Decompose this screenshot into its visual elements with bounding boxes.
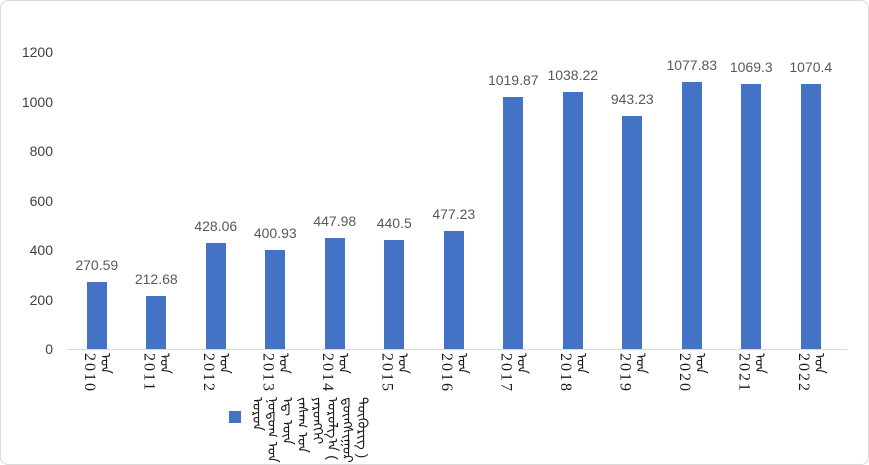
bar-2018 (562, 92, 583, 349)
x-axis-line (67, 349, 847, 350)
x-axis-label: 2019 ᠣᠨ (603, 353, 663, 393)
bar-value-label: 400.93 (253, 224, 297, 241)
category-slot: 447.98 2014 ᠣᠨ (305, 52, 365, 393)
bar-value-label: 270.59 (75, 257, 119, 273)
y-tick-label: 0 (45, 341, 53, 357)
bar-value-label: 1069.3 (729, 59, 773, 76)
x-axis-mongolian-suffix: ᠣᠨ (573, 353, 590, 374)
category-slot: 400.93 2013 ᠣᠨ (246, 52, 306, 393)
x-axis-year-label: 2021 (735, 353, 753, 393)
y-tick-label: 1200 (21, 44, 53, 60)
x-axis-year-label: 2012 (199, 353, 217, 393)
x-axis-label: 2020 ᠣᠨ (662, 353, 722, 393)
bar-2022 (800, 84, 821, 349)
category-slot: 440.5 2015 ᠣᠨ (365, 52, 425, 393)
bar-value-label: 477.23 (432, 205, 476, 222)
category-slot: 428.06 2012 ᠣᠨ (186, 52, 246, 393)
bar-value-label: 212.68 (134, 271, 178, 288)
y-tick-label: 200 (29, 291, 53, 308)
category-slot: 943.23 2019 ᠣᠨ (603, 52, 663, 393)
x-axis-mongolian-suffix: ᠣᠨ (633, 353, 650, 374)
x-axis-mongolian-suffix: ᠣᠨ (97, 353, 114, 374)
legend: ᠣᠷᠣᠨ ᠨᠤᠲᠤᠭ ᠤᠨ ᠡᠳ᠋ ᠦᠨ ᠵᠠᠰᠠᠭ ᠤᠨ ᠶᠡᠷᠦᠩᠬᠡᠢ ᠣ… (229, 397, 371, 463)
x-axis-year-label: 2019 (616, 353, 634, 393)
bar-value-label: 440.5 (376, 215, 412, 231)
x-axis-label: 2015 ᠣᠨ (365, 353, 425, 393)
x-axis-year-label: 2010 (80, 353, 98, 393)
category-slot: 270.59 2010 ᠣᠨ (67, 52, 127, 393)
x-axis-mongolian-suffix: ᠣᠨ (395, 353, 412, 374)
bar-value-label: 447.98 (313, 213, 357, 230)
category-slot: 212.68 2011 ᠣᠨ (127, 52, 187, 392)
category-slot: 1077.83 2020 ᠣᠨ (662, 52, 722, 393)
x-axis-label: 2010 ᠣᠨ (67, 353, 127, 393)
bar-2010 (86, 282, 107, 349)
x-axis-mongolian-suffix: ᠣᠨ (454, 353, 471, 374)
x-axis-label: 2021 ᠣᠨ (722, 353, 782, 393)
bar-2014 (324, 238, 345, 349)
y-tick-label: 600 (29, 192, 53, 209)
bar-value-label: 1070.4 (789, 59, 833, 76)
x-axis-year-label: 2013 (259, 353, 277, 393)
y-tick-label: 800 (29, 143, 53, 159)
legend-label: ᠣᠷᠣᠨ ᠨᠤᠲᠤᠭ ᠤᠨ ᠡᠳ᠋ ᠦᠨ ᠵᠠᠰᠠᠭ ᠤᠨ ᠶᠡᠷᠦᠩᠬᠡᠢ ᠣ… (250, 397, 371, 463)
bar-2017 (503, 96, 524, 349)
x-axis-mongolian-suffix: ᠣᠨ (811, 353, 828, 374)
x-axis-year-label: 2020 (675, 353, 693, 393)
bar-2019 (622, 115, 643, 349)
x-axis-label: 2012 ᠣᠨ (186, 353, 246, 393)
x-axis-label: 2017 ᠣᠨ (484, 353, 544, 393)
x-axis-mongolian-suffix: ᠣᠨ (514, 353, 531, 374)
bar-2015 (384, 240, 405, 349)
category-slot: 1069.3 2021 ᠣᠨ (722, 52, 782, 393)
y-tick-label: 400 (29, 242, 53, 258)
x-axis-mongolian-suffix: ᠣᠨ (335, 353, 352, 374)
x-axis-label: 2022 ᠣᠨ (781, 353, 841, 393)
x-axis-year-label: 2022 (794, 353, 812, 393)
bar-2011 (146, 296, 167, 349)
bar-value-label: 1019.87 (487, 71, 539, 88)
bar-2020 (681, 82, 702, 349)
x-axis-mongolian-suffix: ᠣᠨ (157, 353, 174, 374)
y-tick-label: 1000 (21, 93, 53, 110)
x-axis-label: 2014 ᠣᠨ (305, 353, 365, 393)
x-axis-label: 2016 ᠣᠨ (424, 353, 484, 393)
bar-value-label: 1077.83 (666, 57, 718, 74)
x-axis-label: 2018 ᠣᠨ (543, 353, 603, 393)
x-axis-label: 2011 ᠣᠨ (127, 353, 187, 392)
bar-value-label: 428.06 (194, 218, 238, 235)
category-slot: 1019.87 2017 ᠣᠨ (484, 52, 544, 393)
x-axis-year-label: 2015 (378, 353, 396, 393)
x-axis-mongolian-suffix: ᠣᠨ (752, 353, 769, 374)
bar-value-label: 1038.22 (547, 67, 599, 83)
bar-2021 (741, 84, 762, 349)
x-axis-year-label: 2018 (556, 353, 574, 393)
x-axis-mongolian-suffix: ᠣᠨ (216, 353, 233, 374)
bar-2013 (265, 249, 286, 349)
x-axis-mongolian-suffix: ᠣᠨ (276, 353, 293, 374)
legend-marker-swatch (229, 411, 241, 423)
x-axis-year-label: 2017 (497, 353, 515, 393)
x-axis-year-label: 2011 (140, 353, 158, 393)
x-axis-year-label: 2014 (318, 353, 336, 393)
bar-2012 (205, 243, 226, 349)
category-slot: 1038.22 2018 ᠣᠨ (543, 52, 603, 393)
x-axis-mongolian-suffix: ᠣᠨ (692, 353, 709, 374)
x-axis-year-label: 2016 (437, 353, 455, 393)
category-slot: 477.23 2016 ᠣᠨ (424, 52, 484, 393)
bar-2016 (443, 230, 464, 349)
category-slot: 1070.4 2022 ᠣᠨ (781, 52, 841, 393)
x-axis-label: 2013 ᠣᠨ (246, 353, 306, 393)
bar-value-label: 943.23 (610, 90, 654, 107)
